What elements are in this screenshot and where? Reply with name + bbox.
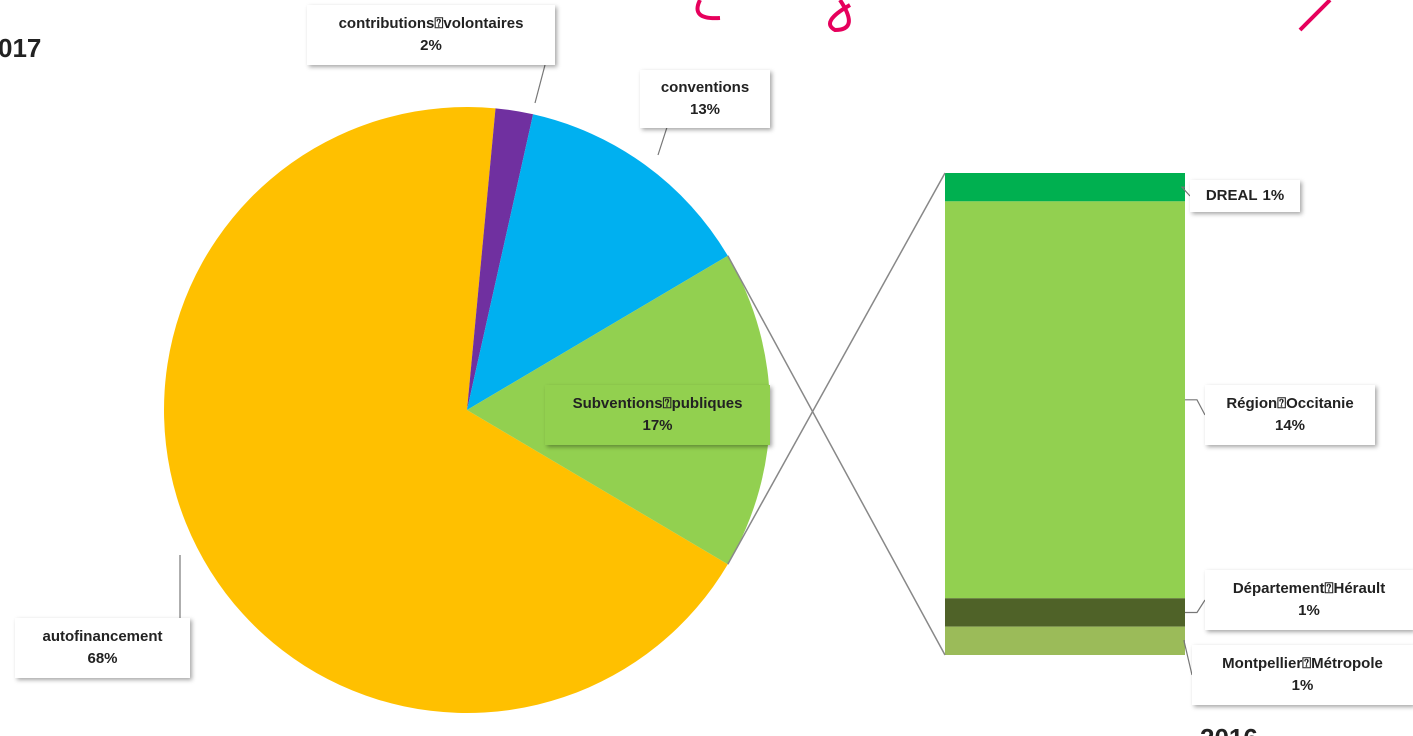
label-name: Montpellier⍰Métropole bbox=[1222, 655, 1383, 672]
label-value: 1% bbox=[1262, 187, 1284, 204]
label-text: DREAL 1% bbox=[1206, 187, 1284, 204]
leader-line bbox=[1185, 399, 1206, 416]
data-label: autofinancement 68% bbox=[15, 555, 190, 678]
pie-slice bbox=[467, 108, 534, 410]
label-value: 13% bbox=[690, 101, 720, 118]
label-name: Département⍰Hérault bbox=[1233, 580, 1385, 597]
label-box bbox=[1205, 570, 1413, 630]
label-box bbox=[640, 70, 770, 128]
data-label: conventions 13% bbox=[640, 70, 770, 156]
decoration bbox=[695, 0, 1332, 33]
label-value: 2% bbox=[420, 37, 442, 54]
leader-line bbox=[1185, 599, 1206, 614]
breakdown-bar bbox=[945, 201, 1185, 599]
connector bbox=[727, 172, 946, 565]
title-fragment: 017 bbox=[0, 33, 41, 63]
label-name: contributions⍰volontaires bbox=[339, 15, 524, 32]
label-box bbox=[1205, 385, 1375, 445]
label-value: 14% bbox=[1275, 417, 1305, 434]
leader-line bbox=[534, 64, 546, 104]
leader-line bbox=[1183, 640, 1193, 676]
breakdown-bar bbox=[945, 626, 1185, 655]
label-name: Subventions⍰publiques bbox=[573, 395, 743, 412]
data-label: Montpellier⍰Métropole 1% bbox=[1183, 640, 1413, 705]
connector bbox=[727, 255, 946, 656]
label-box bbox=[545, 385, 770, 445]
label-box bbox=[1190, 180, 1300, 212]
label-value: 1% bbox=[1292, 677, 1314, 694]
label-box bbox=[1192, 645, 1413, 705]
pie-slice bbox=[164, 107, 728, 714]
data-label: Région⍰Occitanie 14% bbox=[1185, 385, 1375, 445]
label-name: DREAL bbox=[1206, 187, 1258, 204]
year-fragment: 2016 bbox=[1200, 723, 1258, 736]
leader-line bbox=[1180, 186, 1191, 197]
data-label: Département⍰Hérault 1% bbox=[1185, 570, 1413, 630]
data-label: DREAL 1% bbox=[1180, 180, 1300, 212]
label-box bbox=[15, 618, 190, 678]
label-value: 17% bbox=[642, 417, 672, 434]
label-box bbox=[307, 5, 555, 65]
label-value: 1% bbox=[1298, 602, 1320, 619]
pie-slice bbox=[467, 114, 728, 411]
breakdown-bar bbox=[945, 598, 1185, 627]
label-name: Région⍰Occitanie bbox=[1226, 395, 1353, 412]
data-label: Subventions⍰publiques 17% bbox=[545, 385, 770, 445]
label-name: conventions bbox=[661, 79, 749, 96]
data-label: contributions⍰volontaires 2% bbox=[307, 5, 555, 104]
label-value: 68% bbox=[87, 650, 117, 667]
label-name: autofinancement bbox=[42, 628, 162, 645]
breakdown-bar bbox=[945, 173, 1185, 202]
